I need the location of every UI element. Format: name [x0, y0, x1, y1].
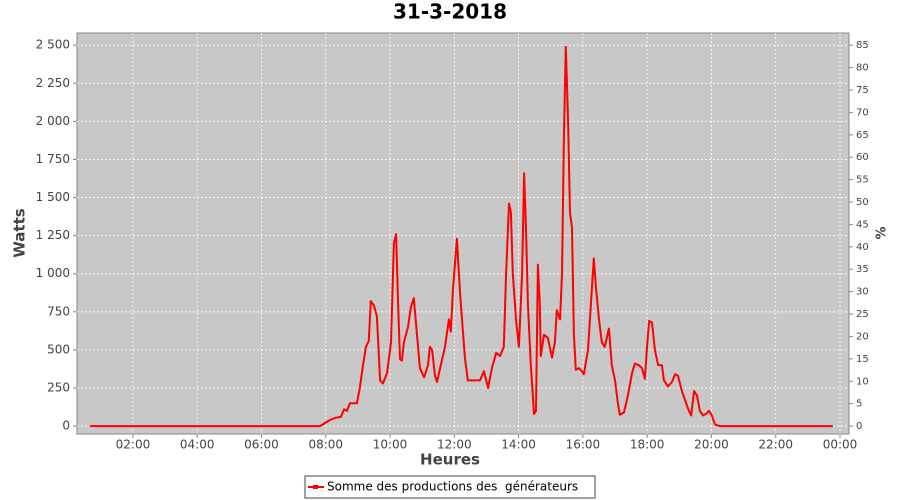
y2-tick-label: 40: [856, 242, 869, 253]
x-tick-label: 00:00: [823, 438, 858, 452]
y2-tick-label: 75: [856, 85, 869, 96]
y-tick-label: 1 250: [36, 228, 70, 242]
plot-area: [76, 32, 850, 435]
y-tick-label: 500: [47, 342, 70, 356]
y-tick-label: 1 500: [36, 190, 70, 204]
y-tick-label: 250: [47, 380, 70, 394]
y2-tick-label: 10: [856, 376, 869, 387]
y2-tick-label: 15: [856, 354, 869, 365]
chart-title: 31-3-2018: [393, 0, 507, 24]
y2-tick-label: 50: [856, 197, 869, 208]
y2-tick-label: 45: [856, 219, 869, 230]
y-tick-label: 2 250: [36, 76, 70, 90]
y2-tick-label: 55: [856, 175, 869, 186]
y2-tick-label: 25: [856, 309, 869, 320]
y2-axis-title: %: [875, 226, 890, 239]
y2-tick-label: 20: [856, 331, 869, 342]
x-tick-label: 18:00: [630, 438, 665, 452]
x-tick-label: 16:00: [566, 438, 601, 452]
y-tick-label: 1 750: [36, 152, 70, 166]
y2-tick-label: 60: [856, 152, 869, 163]
y2-tick-label: 5: [856, 399, 862, 410]
y-tick-label: 2 500: [36, 38, 70, 52]
y-axis-title: Watts: [11, 208, 29, 257]
x-tick-label: 10:00: [373, 438, 408, 452]
x-tick-label: 02:00: [116, 438, 151, 452]
y2-tick-label: 80: [856, 63, 869, 74]
x-axis-title: Heures: [420, 451, 480, 469]
y-tick-label: 750: [47, 304, 70, 318]
y-tick-label: 0: [62, 419, 70, 433]
x-tick-label: 14:00: [501, 438, 536, 452]
x-tick-label: 08:00: [308, 438, 343, 452]
y-tick-label: 2 000: [36, 114, 70, 128]
x-tick-label: 22:00: [758, 438, 793, 452]
legend-label: Somme des productions des générateurs: [327, 480, 578, 494]
y-tick-label: 1 000: [36, 266, 70, 280]
x-tick-label: 20:00: [694, 438, 729, 452]
y2-tick-label: 35: [856, 264, 869, 275]
legend-swatch-marker: [313, 485, 318, 489]
data-line: [89, 45, 833, 428]
y2-tick-label: 0: [856, 421, 862, 432]
y2-tick-label: 30: [856, 287, 869, 298]
y2-tick-label: 85: [856, 40, 869, 51]
y2-tick-label: 65: [856, 130, 869, 141]
x-tick-label: 04:00: [180, 438, 215, 452]
legend: [304, 475, 596, 499]
x-tick-label: 12:00: [437, 438, 472, 452]
y2-tick-label: 70: [856, 107, 869, 118]
x-tick-label: 06:00: [244, 438, 279, 452]
